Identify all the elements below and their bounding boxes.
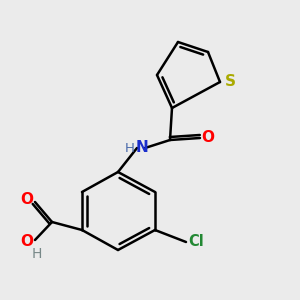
Text: O: O — [20, 193, 34, 208]
Text: N: N — [136, 140, 148, 155]
Text: S: S — [224, 74, 236, 89]
Text: Cl: Cl — [188, 235, 204, 250]
Text: H: H — [125, 142, 135, 154]
Text: O: O — [20, 235, 34, 250]
Text: O: O — [202, 130, 214, 146]
Text: H: H — [32, 247, 42, 261]
